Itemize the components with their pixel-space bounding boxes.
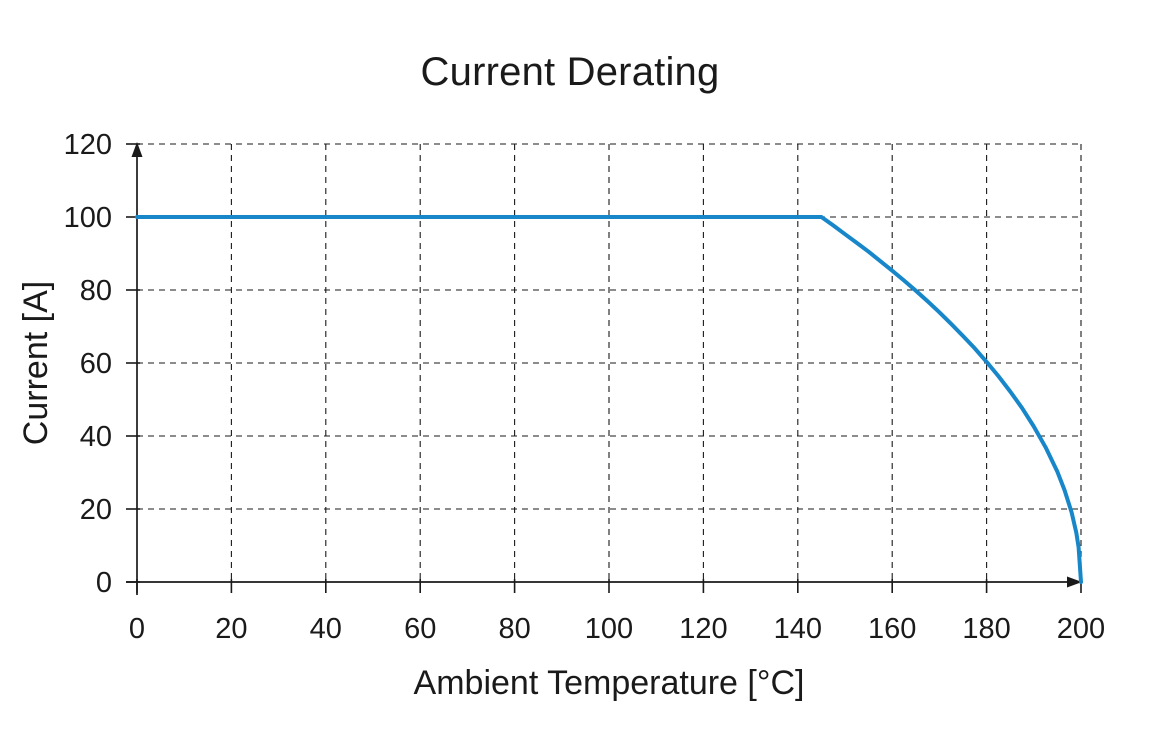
x-tick-label: 200 <box>1057 613 1105 645</box>
x-tick-label: 20 <box>215 613 247 645</box>
x-axis-arrow-icon <box>1067 576 1082 588</box>
x-tick-label: 80 <box>498 613 530 645</box>
y-tick-label: 0 <box>96 567 112 599</box>
derating-curve <box>135 215 1083 584</box>
x-tick-label: 140 <box>774 613 822 645</box>
x-tick-label: 60 <box>404 613 436 645</box>
y-tick-label: 80 <box>80 275 112 307</box>
y-tick-label: 100 <box>64 202 112 234</box>
x-tick-label: 160 <box>868 613 916 645</box>
y-tick-label: 20 <box>80 494 112 526</box>
y-tick-label: 60 <box>80 348 112 380</box>
x-axis-title: Ambient Temperature [°C] <box>413 664 805 702</box>
x-tick-label: 40 <box>310 613 342 645</box>
x-tick-label: 120 <box>679 613 727 645</box>
y-tick-label: 120 <box>64 129 112 161</box>
y-axis-arrow-icon <box>131 142 143 157</box>
y-tick-label: 40 <box>80 421 112 453</box>
chart-title: Current Derating <box>420 50 720 94</box>
x-tick-label: 180 <box>962 613 1010 645</box>
x-tick-label: 100 <box>585 613 633 645</box>
x-tick-label: 0 <box>129 613 145 645</box>
